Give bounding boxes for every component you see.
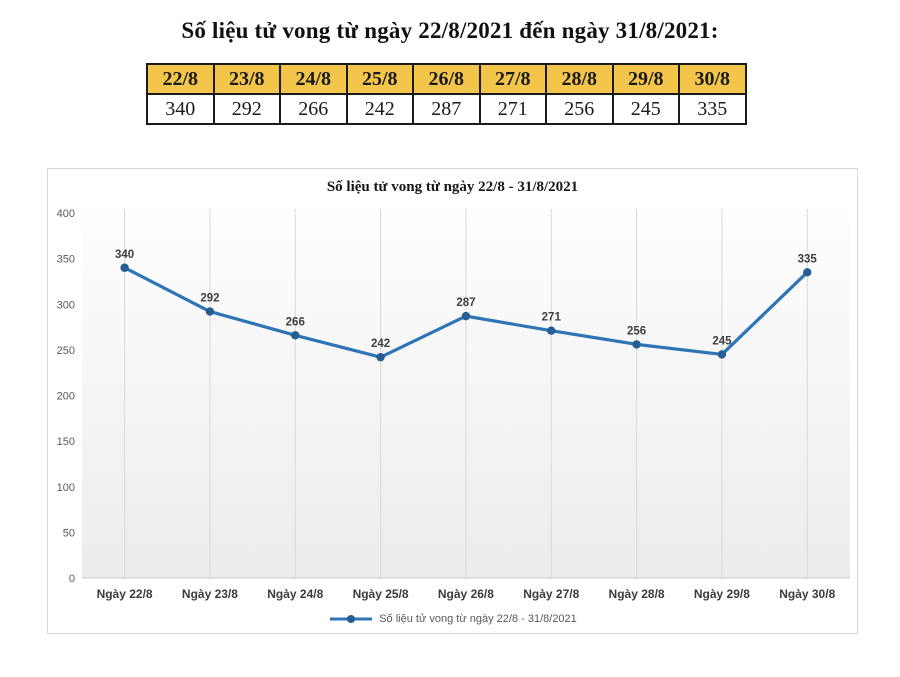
data-point-marker (803, 268, 812, 277)
data-point-marker (547, 326, 556, 335)
x-axis-category-label: Ngày 22/8 (97, 587, 153, 601)
table-value-cell: 256 (545, 93, 614, 125)
table-header-row: 22/8 23/8 24/8 25/8 26/8 27/8 28/8 29/8 30/8 (146, 63, 747, 95)
table-header-cell: 27/8 (478, 63, 547, 95)
y-axis-tick-label: 250 (57, 345, 75, 357)
data-point-marker (376, 352, 385, 362)
table-value-cell: 266 (279, 93, 348, 125)
x-axis-category-label: Ngày 23/8 (182, 587, 238, 601)
table-header-cell: 23/8 (212, 63, 281, 95)
mortality-data-table: 22/8 23/8 24/8 25/8 26/8 27/8 28/8 29/8 30/8 340… (146, 63, 747, 125)
y-axis-tick-label: 0 (69, 573, 75, 585)
data-point-marker (632, 340, 641, 349)
y-axis-tick-label: 350 (57, 254, 75, 266)
x-axis-category-label: Ngày 29/8 (694, 587, 750, 601)
data-point-label: 287 (456, 297, 475, 309)
legend-series-label: Số liệu tử vong từ ngày 22/8 - 31/8/2021 (379, 613, 577, 625)
legend-line-marker-icon (330, 615, 373, 623)
data-point-marker (291, 331, 300, 340)
chart-title: Số liệu tử vong từ ngày 22/8 - 31/8/2021 (326, 179, 579, 195)
data-point-label: 266 (286, 316, 305, 328)
data-point-label: 335 (798, 253, 818, 265)
x-axis-category-label: Ngày 27/8 (523, 587, 579, 601)
table-header-cell: 30/8 (678, 63, 747, 95)
x-axis-category-label: Ngày 28/8 (609, 587, 665, 601)
data-point-label: 245 (712, 335, 732, 347)
table-header-cell: 25/8 (345, 63, 414, 95)
y-axis-tick-label: 400 (57, 208, 75, 220)
data-point-label: 271 (542, 312, 562, 324)
table-value-cell: 292 (212, 93, 281, 125)
data-point-marker (205, 307, 215, 316)
table-header-cell: 28/8 (545, 63, 614, 95)
data-point-marker (461, 311, 471, 321)
x-axis-category-label: Ngày 24/8 (267, 587, 323, 601)
y-axis-tick-label: 150 (57, 436, 75, 448)
y-axis-tick-label: 200 (57, 391, 75, 403)
y-axis-tick-label: 300 (57, 299, 75, 311)
table-header-cell: 26/8 (412, 63, 481, 95)
table-header-cell: 22/8 (146, 63, 215, 95)
x-axis-category-label: Ngày 25/8 (353, 587, 409, 601)
y-axis-tick-label: 100 (57, 482, 75, 494)
page-title: Số liệu tử vong từ ngày 22/8/2021 đến ng… (181, 18, 719, 43)
chart-panel: 0 50 100 150 200 250 300 350 400 340 292 266 242 287 2… (47, 168, 858, 634)
table-value-cell: 335 (678, 93, 747, 125)
line-chart: 0 50 100 150 200 250 300 350 400 340 292 266 242 287 2… (57, 208, 850, 601)
chart-legend: Số liệu tử vong từ ngày 22/8 - 31/8/2021 (48, 613, 857, 625)
table-value-cell: 271 (478, 93, 547, 125)
y-axis-tick-label: 50 (63, 527, 75, 539)
table-value-cell: 242 (345, 93, 414, 125)
data-point-label: 292 (200, 293, 219, 305)
data-point-marker (717, 350, 727, 359)
data-point-label: 242 (371, 338, 390, 350)
table-value-cell: 287 (412, 93, 481, 125)
table-header-cell: 24/8 (279, 63, 348, 95)
data-point-marker (120, 263, 129, 272)
table-value-row: 340 292 266 242 287 271 256 245 335 (146, 93, 747, 125)
table-value-cell: 245 (611, 93, 680, 125)
table-value-cell: 340 (146, 93, 215, 125)
x-axis-category-label: Ngày 30/8 (779, 587, 835, 601)
x-axis-category-label: Ngày 26/8 (438, 587, 494, 601)
table-header-cell: 29/8 (611, 63, 680, 95)
data-point-label: 340 (115, 249, 134, 261)
data-point-label: 256 (627, 325, 646, 337)
